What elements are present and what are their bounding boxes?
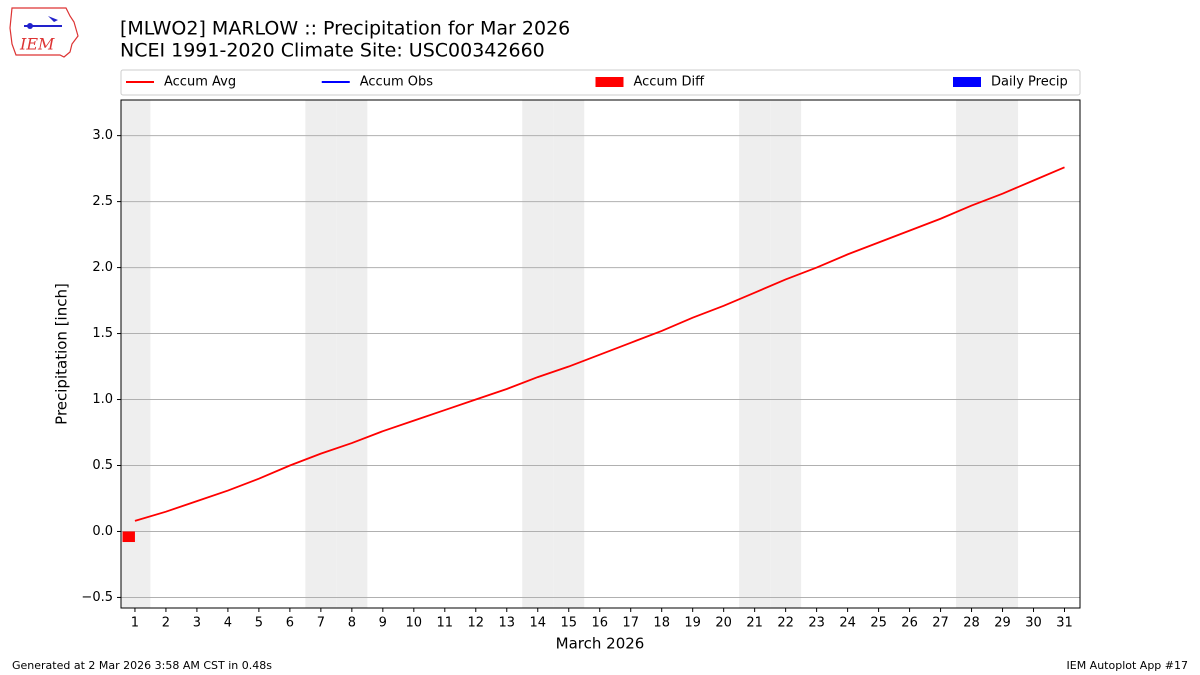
chart-title: [MLWO2] MARLOW :: Precipitation for Mar … — [120, 18, 570, 40]
legend-label: Accum Avg — [164, 75, 236, 90]
x-tick-label: 23 — [808, 616, 825, 631]
legend-label: Accum Obs — [360, 75, 433, 90]
weekend-band — [336, 100, 368, 608]
logo-outline — [9, 7, 79, 58]
x-tick-label: 10 — [406, 616, 423, 631]
x-tick-label: 11 — [437, 616, 454, 631]
logo-icon — [48, 16, 58, 22]
y-tick-label: 2.0 — [92, 260, 113, 275]
x-tick-label: 31 — [1056, 616, 1073, 631]
footer-left: Generated at 2 Mar 2026 3:58 AM CST in 0… — [12, 659, 272, 672]
y-tick-label: 2.5 — [92, 194, 113, 209]
x-tick-label: 28 — [963, 616, 980, 631]
y-axis-label: Precipitation [inch] — [53, 283, 71, 425]
x-tick-label: 29 — [994, 616, 1011, 631]
bar — [122, 531, 135, 543]
x-tick-label: 6 — [286, 616, 294, 631]
x-axis-label: March 2026 — [556, 635, 645, 653]
x-tick-label: 19 — [684, 616, 701, 631]
axes-frame — [120, 99, 1081, 609]
x-tick-label: 13 — [498, 616, 515, 631]
y-tick-label: 0.0 — [92, 524, 113, 539]
x-tick-label: 3 — [193, 616, 201, 631]
plot-area — [121, 100, 1080, 608]
x-tick-label: 22 — [777, 616, 794, 631]
y-tick-label: 0.5 — [92, 458, 113, 473]
x-tick-label: 16 — [591, 616, 608, 631]
x-tick-label: 15 — [560, 616, 577, 631]
line — [134, 166, 1065, 522]
weekend-band — [739, 100, 771, 608]
x-tick-label: 5 — [255, 616, 263, 631]
weekend-band — [121, 100, 151, 608]
x-tick-label: 1 — [131, 616, 139, 631]
chart-subtitle: NCEI 1991-2020 Climate Site: USC00342660 — [120, 40, 545, 62]
x-tick-label: 7 — [317, 616, 325, 631]
y-tick-label: 3.0 — [92, 128, 113, 143]
weekend-band — [305, 100, 337, 608]
x-tick-label: 18 — [653, 616, 670, 631]
legend-label: Daily Precip — [991, 75, 1068, 90]
x-tick-label: 9 — [379, 616, 387, 631]
x-tick-label: 14 — [529, 616, 546, 631]
x-tick-label: 20 — [715, 616, 732, 631]
weekend-band — [522, 100, 554, 608]
y-tick-label: 1.0 — [92, 392, 113, 407]
x-tick-label: 8 — [348, 616, 356, 631]
x-tick-label: 30 — [1025, 616, 1042, 631]
footer-right: IEM Autoplot App #17 — [1067, 659, 1189, 672]
logo-icon — [27, 23, 33, 29]
x-tick-label: 24 — [839, 616, 856, 631]
x-tick-label: 4 — [224, 616, 232, 631]
weekend-band — [956, 100, 988, 608]
logo: IEM — [9, 7, 79, 58]
weekend-band — [987, 100, 1019, 608]
legend-label: Accum Diff — [634, 75, 706, 90]
x-tick-label: 12 — [468, 616, 485, 631]
weekend-band — [770, 100, 802, 608]
y-tick-label: −0.5 — [81, 590, 113, 605]
legend-swatch — [953, 77, 981, 87]
weekend-band — [553, 100, 585, 608]
x-tick-label: 27 — [932, 616, 949, 631]
x-tick-label: 26 — [901, 616, 918, 631]
legend-swatch — [595, 77, 624, 87]
x-tick-label: 25 — [870, 616, 887, 631]
x-tick-label: 2 — [162, 616, 170, 631]
x-tick-label: 21 — [746, 616, 763, 631]
y-tick-label: 1.5 — [92, 326, 113, 341]
logo-text: IEM — [19, 35, 55, 54]
x-tick-label: 17 — [622, 616, 639, 631]
